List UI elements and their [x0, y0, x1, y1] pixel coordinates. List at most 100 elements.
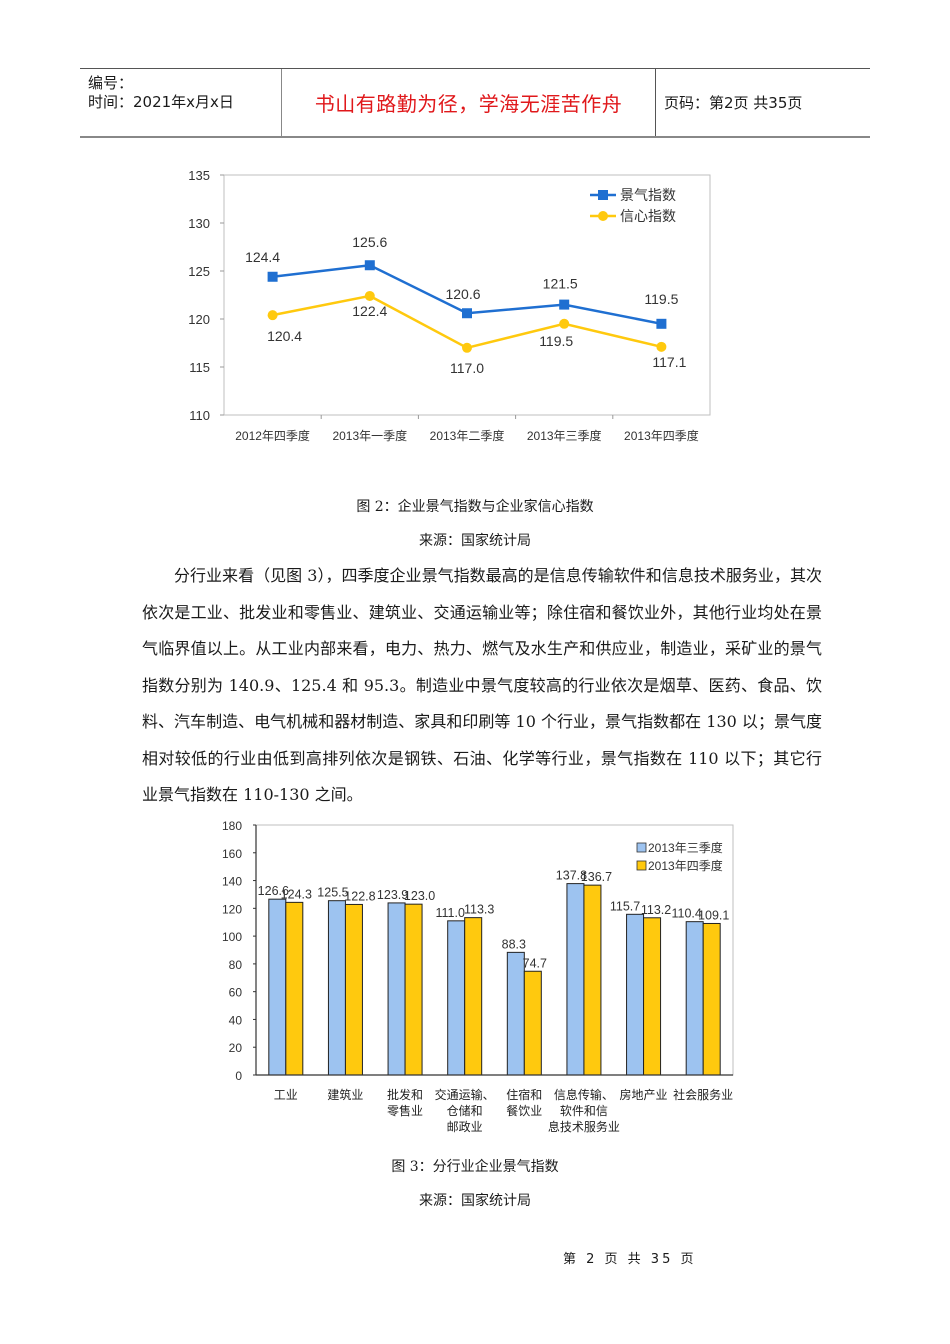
square-marker-icon — [364, 260, 375, 271]
header-page-cell: 页码：第2页 共35页 — [656, 69, 870, 136]
bar-value-label: 136.7 — [581, 870, 612, 884]
bar — [285, 901, 304, 1076]
bar-value-label: 111.0 — [435, 906, 464, 920]
bar — [268, 898, 287, 1076]
bar — [344, 903, 363, 1076]
y-tick-label: 40 — [229, 1013, 243, 1027]
x-tick-label: 2013年二季度 — [430, 428, 505, 443]
bar — [566, 883, 585, 1076]
bar-value-label: 74.7 — [523, 956, 547, 970]
x-category-label: 批发和 — [387, 1087, 423, 1102]
data-label: 119.5 — [539, 333, 573, 349]
bar-value-label: 124.3 — [281, 887, 312, 901]
legend-label: 景气指数 — [620, 187, 676, 203]
bar-chart-industry: 0 20 40 60 80 100 120 140 160 180 126.6 124.3 工业 125.… — [222, 819, 734, 1134]
legend-circle-icon — [598, 211, 608, 221]
data-label: 120.4 — [267, 328, 302, 344]
bar-value-label: 126.6 — [258, 884, 289, 898]
y-tick-label: 20 — [229, 1041, 243, 1055]
bar — [685, 921, 704, 1076]
x-category-label: 交通运输、 — [435, 1087, 495, 1102]
data-label: 121.5 — [543, 276, 578, 292]
page-info: 页码：第2页 共35页 — [664, 94, 803, 112]
line-chart-svg: 110 115 120 125 130 135 2012年四季度 2013年一季度 2013年二… — [188, 168, 711, 443]
legend-label: 2013年三季度 — [648, 840, 723, 855]
y-tick-label: 135 — [188, 168, 210, 183]
bar-value-label: 137.8 — [556, 869, 587, 883]
square-marker-icon — [656, 318, 667, 329]
page-footer: 第 2 页 共 35 页 — [563, 1252, 697, 1267]
y-tick-label: 60 — [229, 986, 243, 1000]
x-tick-label: 2013年三季度 — [527, 428, 602, 443]
y-tick-label: 160 — [222, 847, 242, 861]
y-tick-label: 110 — [189, 408, 210, 423]
time-label: 时间：2021年x月x日 — [88, 93, 234, 111]
x-category-label: 房地产业 — [620, 1087, 668, 1102]
bar — [702, 922, 721, 1076]
bar-value-label: 125.5 — [317, 886, 348, 900]
square-marker-icon — [559, 299, 570, 310]
number-label: 编号： — [88, 74, 134, 92]
x-category-label: 餐饮业 — [506, 1103, 542, 1118]
x-category-label: 零售业 — [387, 1103, 423, 1118]
bar-value-label: 109.1 — [698, 908, 729, 922]
x-tick-label: 2013年四季度 — [624, 428, 699, 443]
body-paragraph: 分行业来看（见图 3），四季度企业景气指数最高的是信息传输软件和信息技术服务业，… — [142, 558, 822, 814]
x-category-label: 建筑业 — [327, 1087, 363, 1102]
x-category-label: 工业 — [274, 1088, 298, 1102]
bar — [327, 900, 346, 1076]
paragraph-text: 分行业来看（见图 3），四季度企业景气指数最高的是信息传输软件和信息技术服务业，… — [142, 566, 822, 804]
y-tick-label: 125 — [188, 264, 210, 279]
figure3-source: 来源：国家统计局 — [419, 1193, 531, 1209]
header-meta-cell: 编号： 时间：2021年x月x日 — [80, 69, 282, 136]
x-category-label: 软件和信 — [560, 1104, 608, 1118]
y-tick-label: 115 — [189, 360, 210, 375]
document-header: 编号： 时间：2021年x月x日 书山有路勤为径，学海无涯苦作舟 页码：第2页 … — [80, 68, 870, 138]
bar — [387, 902, 406, 1076]
x-tick-label: 2012年四季度 — [235, 428, 310, 443]
data-label: 120.6 — [445, 286, 480, 302]
bar — [583, 884, 602, 1076]
legend-label: 2013年四季度 — [648, 858, 723, 873]
x-tick-label: 2013年一季度 — [332, 428, 407, 443]
bar — [404, 903, 423, 1076]
bar — [643, 917, 662, 1076]
figure2-source: 来源：国家统计局 — [419, 533, 531, 549]
bar-value-label: 113.2 — [641, 903, 671, 917]
x-category-label: 邮政业 — [447, 1120, 483, 1134]
bar — [447, 920, 466, 1076]
data-label: 117.1 — [652, 354, 686, 370]
x-category-label: 仓储和 — [447, 1103, 483, 1118]
legend-swatch-icon — [636, 842, 647, 853]
x-category-label: 信息传输、 — [554, 1087, 614, 1102]
data-label: 122.4 — [352, 303, 387, 319]
circle-marker-icon — [267, 310, 278, 321]
x-category-label: 住宿和 — [506, 1087, 542, 1102]
figure3-caption: 图 3：分行业企业景气指数 — [391, 1159, 559, 1175]
data-label: 125.6 — [352, 234, 387, 250]
legend-square-icon — [598, 190, 608, 200]
circle-marker-icon — [656, 341, 667, 352]
y-tick-label: 0 — [235, 1069, 242, 1083]
line-chart-index: 110 115 120 125 130 135 2012年四季度 2013年一季度 2013年二… — [0, 0, 950, 460]
y-tick-label: 130 — [188, 216, 210, 231]
bar-value-label: 115.7 — [610, 899, 640, 913]
circle-marker-icon — [364, 290, 375, 301]
square-marker-icon — [462, 308, 472, 319]
x-category-label: 息技术服务业 — [548, 1119, 620, 1134]
legend-label: 信心指数 — [620, 208, 676, 224]
y-tick-label: 140 — [222, 875, 242, 889]
motto: 书山有路勤为径，学海无涯苦作舟 — [314, 92, 623, 116]
data-label: 124.4 — [245, 249, 280, 265]
bar — [626, 913, 645, 1076]
bar-value-label: 122.8 — [344, 889, 375, 903]
bar — [523, 970, 542, 1076]
bar-value-label: 123.9 — [377, 888, 408, 902]
bar-value-label: 123.0 — [404, 889, 435, 903]
bar-value-label: 110.4 — [672, 907, 702, 921]
y-tick-label: 100 — [222, 930, 242, 944]
bar-value-label: 113.3 — [464, 903, 494, 917]
y-tick-label: 120 — [222, 902, 242, 916]
square-marker-icon — [267, 271, 278, 282]
